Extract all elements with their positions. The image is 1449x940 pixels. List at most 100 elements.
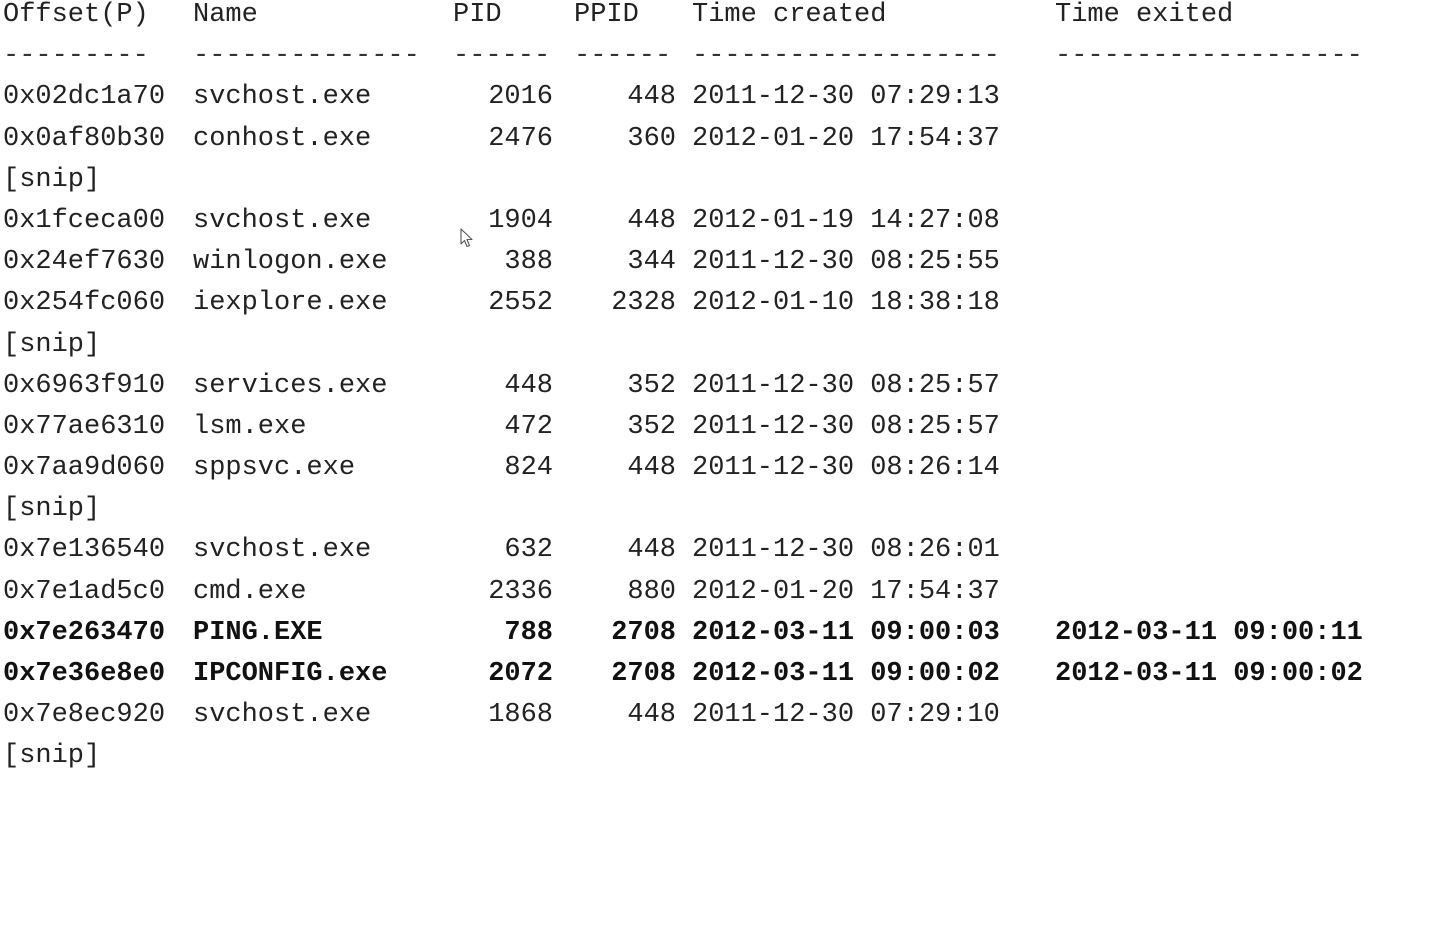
time-created-cell: 2012-03-11 09:00:03 [692,617,1000,648]
pid-cell: 632 [504,535,553,566]
table-row: 0x24ef7630 winlogon.exe 388 344 2011-12-… [3,247,1443,288]
snip-text: [snip] [3,329,101,360]
process-scan-output: Offset(P) Name PID PPID Time created Tim… [3,0,1443,783]
snip-marker: [snip] [3,330,1443,371]
time-created-cell: 2011-12-30 08:26:01 [692,535,1000,566]
process-name-cell: conhost.exe [193,123,372,154]
offset-cell: 0x7e8ec920 [3,700,166,731]
time-created-cell: 2011-12-30 07:29:10 [692,700,1000,731]
time-created-cell: 2012-01-20 17:54:37 [692,123,1000,154]
ppid-cell: 2328 [611,288,676,319]
offset-cell: 0x254fc060 [3,288,166,319]
pid-cell: 2336 [488,576,553,607]
time-created-cell: 2012-03-11 09:00:02 [692,659,1000,689]
process-name-cell: services.exe [193,370,388,401]
table-row: 0x1fceca00 svchost.exe 1904 448 2012-01-… [3,206,1443,247]
offset-cell: 0x7e36e8e0 [3,659,166,689]
table-row: 0x6963f910 services.exe 448 352 2011-12-… [3,371,1443,412]
snip-text: [snip] [3,741,101,772]
ppid-cell: 360 [627,123,676,154]
time-exited-cell: 2012-03-11 09:00:11 [1055,617,1363,648]
ppid-cell: 448 [627,535,676,566]
time-created-cell: 2011-12-30 08:26:14 [692,453,1000,484]
pid-cell: 2476 [488,123,553,154]
pid-cell: 2072 [488,659,553,689]
process-name-cell: winlogon.exe [193,247,388,278]
offset-cell: 0x6963f910 [3,370,166,401]
header-offset: Offset(P) [3,0,149,30]
offset-cell: 0x7e263470 [3,617,166,648]
process-name-cell: svchost.exe [193,82,372,113]
time-created-cell: 2011-12-30 08:25:57 [692,411,1000,442]
pid-cell: 824 [504,453,553,484]
pid-cell: 2552 [488,288,553,319]
separator-name: -------------- [193,41,420,72]
table-row: 0x254fc060 iexplore.exe 2552 2328 2012-0… [3,288,1443,329]
process-name-cell: svchost.exe [193,535,372,566]
table-row: 0x02dc1a70 svchost.exe 2016 448 2011-12-… [3,82,1443,123]
table-row: 0x0af80b30 conhost.exe 2476 360 2012-01-… [3,124,1443,165]
pid-cell: 2016 [488,82,553,113]
header-time-exited: Time exited [1055,0,1234,30]
offset-cell: 0x7e136540 [3,535,166,566]
process-name-cell: sppsvc.exe [193,453,356,484]
mouse-pointer-icon [460,228,473,248]
pid-cell: 448 [504,370,553,401]
header-pid: PID [453,0,502,30]
snip-text: [snip] [3,494,101,525]
time-exited-cell: 2012-03-11 09:00:02 [1055,659,1363,689]
process-name-cell: lsm.exe [193,411,307,442]
snip-marker: [snip] [3,165,1443,206]
ppid-cell: 2708 [611,659,676,689]
separator-offset: --------- [3,41,149,72]
separator-ppid: ------ [574,41,672,72]
ppid-cell: 448 [627,205,676,236]
process-name-cell: iexplore.exe [193,288,388,319]
snip-marker: [snip] [3,741,1443,782]
table-row: 0x7e1ad5c0 cmd.exe 2336 880 2012-01-20 1… [3,577,1443,618]
table-row: 0x7e136540 svchost.exe 632 448 2011-12-3… [3,535,1443,576]
header-name: Name [193,0,258,30]
ppid-cell: 352 [627,370,676,401]
separator-time-exited: ------------------- [1055,41,1363,72]
ppid-cell: 448 [627,453,676,484]
time-created-cell: 2011-12-30 08:25:57 [692,370,1000,401]
column-header-row: Offset(P) Name PID PPID Time created Tim… [3,0,1443,41]
table-row-highlighted: 0x7e36e8e0 IPCONFIG.exe 2072 2708 2012-0… [3,659,1443,700]
table-row-highlighted: 0x7e263470 PING.EXE 788 2708 2012-03-11 … [3,618,1443,659]
offset-cell: 0x24ef7630 [3,247,166,278]
process-name-cell: PING.EXE [193,617,323,648]
ppid-cell: 352 [627,411,676,442]
offset-cell: 0x02dc1a70 [3,82,166,113]
time-created-cell: 2012-01-19 14:27:08 [692,205,1000,236]
time-created-cell: 2011-12-30 08:25:55 [692,247,1000,278]
snip-text: [snip] [3,164,101,195]
separator-pid: ------ [453,41,551,72]
table-row: 0x7e8ec920 svchost.exe 1868 448 2011-12-… [3,700,1443,741]
process-name-cell: cmd.exe [193,576,307,607]
pid-cell: 1904 [488,205,553,236]
header-ppid: PPID [574,0,639,30]
ppid-cell: 448 [627,82,676,113]
pid-cell: 472 [504,411,553,442]
time-created-cell: 2012-01-20 17:54:37 [692,576,1000,607]
time-created-cell: 2012-01-10 18:38:18 [692,288,1000,319]
offset-cell: 0x0af80b30 [3,123,166,154]
ppid-cell: 880 [627,576,676,607]
table-row: 0x7aa9d060 sppsvc.exe 824 448 2011-12-30… [3,453,1443,494]
ppid-cell: 2708 [611,617,676,648]
ppid-cell: 448 [627,700,676,731]
pid-cell: 1868 [488,700,553,731]
process-name-cell: IPCONFIG.exe [193,659,388,689]
snip-marker: [snip] [3,494,1443,535]
pid-cell: 388 [504,247,553,278]
header-time-created: Time created [692,0,887,30]
separator-row: --------- -------------- ------ ------ -… [3,41,1443,82]
offset-cell: 0x7aa9d060 [3,453,166,484]
pid-cell: 788 [504,617,553,648]
process-name-cell: svchost.exe [193,205,372,236]
separator-time-created: ------------------- [692,41,1000,72]
process-name-cell: svchost.exe [193,700,372,731]
offset-cell: 0x1fceca00 [3,205,166,236]
ppid-cell: 344 [627,247,676,278]
